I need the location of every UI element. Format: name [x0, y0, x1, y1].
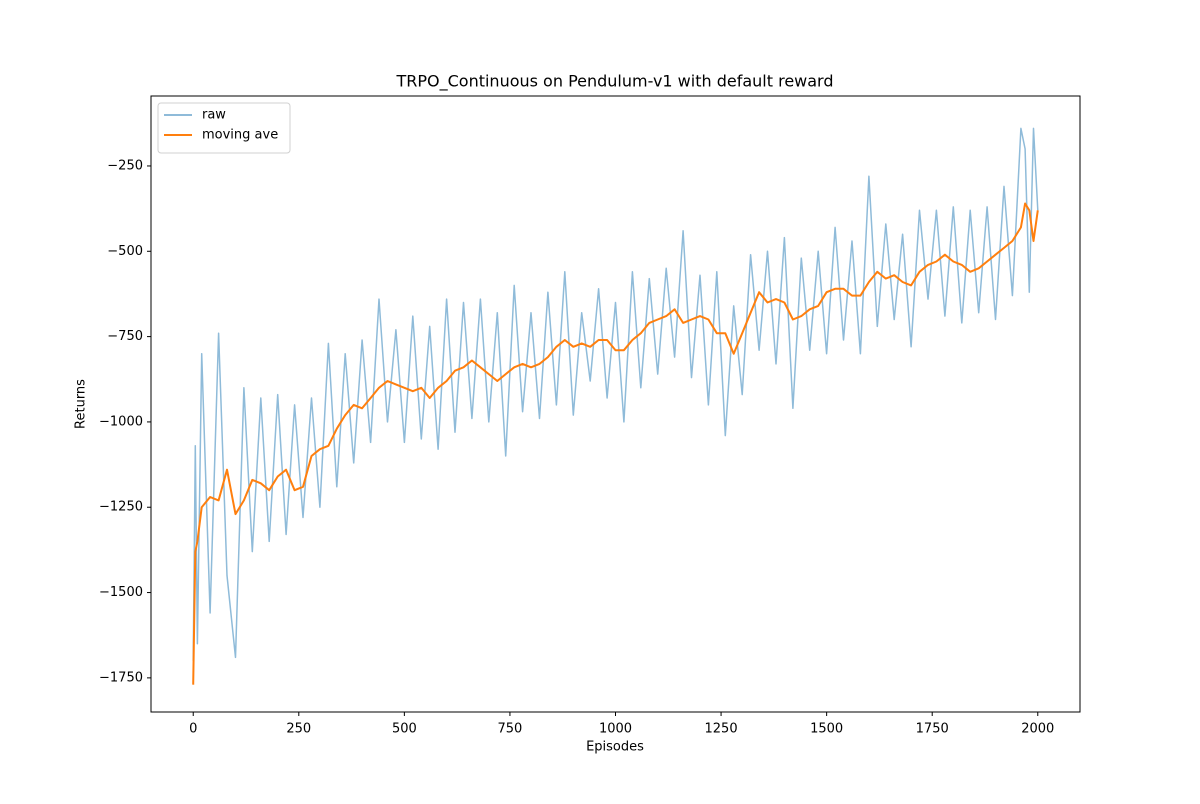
y-tick-label: −1750 [99, 670, 143, 685]
y-tick-label: −500 [107, 244, 143, 259]
y-tick-label: −1500 [99, 585, 143, 600]
x-tick-label: 750 [498, 722, 523, 737]
series-line [192, 202, 1039, 685]
plot-frame [150, 95, 1081, 713]
x-tick-label: 1000 [599, 722, 632, 737]
chart-title: TRPO_Continuous on Pendulum-v1 with defa… [395, 72, 833, 92]
y-tick-label: −750 [107, 329, 143, 344]
x-tick-label: 250 [286, 722, 311, 737]
y-tick-label: −250 [107, 158, 143, 173]
legend: raw moving ave [157, 102, 291, 154]
x-axis-label: Episodes [586, 740, 644, 755]
y-axis-label: Returns [74, 379, 89, 429]
x-tick-label: 1500 [810, 722, 843, 737]
series-line [192, 127, 1039, 661]
legend-label: moving ave [202, 128, 278, 143]
x-tick-label: 0 [189, 722, 197, 737]
x-tick-label: 2000 [1021, 722, 1054, 737]
legend-label: raw [202, 108, 226, 123]
x-tick-label: 500 [392, 722, 417, 737]
x-tick-label: 1750 [916, 722, 949, 737]
y-tick-label: −1250 [99, 500, 143, 515]
x-tick-label: 1250 [705, 722, 738, 737]
y-tick-label: −1000 [99, 414, 143, 429]
